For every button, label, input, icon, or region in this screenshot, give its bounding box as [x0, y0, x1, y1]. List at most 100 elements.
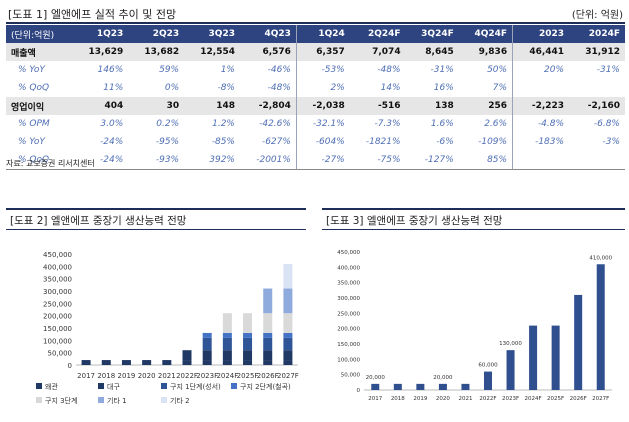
table-cell: -4.8% [512, 115, 570, 133]
table-row-ratio: % OPM 3.0% 0.2% 1.2% -42.6% -32.1% -7.3% 1.6% 2.… [6, 115, 625, 133]
bar-segment [243, 332, 253, 338]
y-tick-label: 0 [357, 388, 361, 394]
table-cell: -48% [267, 83, 291, 93]
bar-segment [263, 350, 273, 361]
bar-segment [283, 332, 293, 338]
y-tick-label: 450,000 [337, 250, 360, 256]
table-cell: -6.8% [593, 119, 620, 129]
header-cell: 4Q24F [458, 25, 513, 43]
legend-label: 대구 [107, 383, 120, 391]
table-cell: -24% [100, 137, 124, 147]
x-tick-label: 2022F [479, 396, 496, 402]
x-tick-label: 2018 [97, 372, 115, 380]
y-tick-label: 300,000 [337, 296, 360, 302]
y-tick-label: 150,000 [43, 325, 72, 333]
bar-segment [243, 350, 253, 361]
y-tick-label: 200,000 [43, 313, 72, 321]
table-cell: 404 [72, 97, 129, 115]
bar [416, 383, 425, 390]
bar [461, 383, 470, 390]
row-label: % YoY [18, 137, 45, 147]
x-tick-label: 2022F [176, 372, 198, 380]
chart3-bar: 0 50,000 100,000 150,000 200,000 250,000 300,0… [337, 250, 612, 402]
chart3-title: [도표 3] 엘앤에프 중장기 생산능력 전망 [326, 215, 503, 227]
bar-segment [202, 332, 212, 338]
table-cell: 31,912 [569, 43, 625, 61]
legend-label: 왜관 [45, 382, 58, 391]
header-cell: 3Q24F [405, 25, 459, 43]
chart2-stacked-bar: 0 50,000 100,000 150,000 200,000 250,000 300,0… [36, 251, 299, 405]
bar-segment [182, 350, 192, 361]
bar-segment [263, 288, 273, 314]
table-header-row: (단위:억원) 1Q23 2Q23 3Q23 4Q23 1Q24 2Q24F 3… [6, 25, 625, 43]
y-tick-label: 250,000 [337, 311, 360, 317]
bar-segment [283, 360, 293, 365]
table-cell: -32.1% [295, 115, 350, 133]
bar [596, 264, 605, 390]
table-cell: 1% [220, 65, 235, 75]
data-label: 60,000 [478, 363, 498, 369]
x-tick-label: 2017 [368, 396, 382, 402]
y-tick-label: 300,000 [43, 288, 72, 296]
table-cell: 148 [184, 97, 240, 115]
legend-label: 기타 1 [107, 396, 127, 405]
header-cell: 1Q23 [72, 25, 129, 43]
y-tick-label: 50,000 [341, 373, 361, 379]
table-cell: 1.6% [430, 119, 454, 129]
header-cell: 3Q23 [184, 25, 240, 43]
table-cell: -1821% [365, 137, 401, 147]
x-tick-label: 2025F [547, 396, 564, 402]
y-tick-label: 0 [68, 362, 72, 370]
bar-segment [222, 360, 232, 365]
table-cell: 392% [184, 151, 240, 170]
table-cell: 11% [103, 83, 124, 93]
bar-segment [263, 332, 273, 338]
bar [438, 383, 447, 390]
table-cell [569, 151, 625, 170]
table-cell: 2% [295, 79, 350, 97]
bar [393, 383, 402, 390]
bar-segment [283, 337, 293, 351]
table-cell: -46% [267, 65, 291, 75]
legend-label: 구지 2단계(철곡) [240, 382, 291, 391]
bar-segment [243, 313, 253, 333]
bar [574, 294, 583, 390]
x-tick-label: 2024F [216, 372, 238, 380]
row-label: 매출액 [6, 43, 73, 61]
x-tick-label: 2024F [525, 396, 542, 402]
table-cell: -627% [261, 137, 291, 147]
row-label: % YoY [18, 65, 45, 75]
y-tick-label: 400,000 [337, 265, 360, 271]
source-note: 자료: 교보증권 리서치센터 [6, 159, 95, 168]
x-tick-label: 2019 [413, 396, 427, 402]
table-row-ratio: % QoQ -24% -93% 392% -2001% -27% -75% -127% 85% [6, 151, 625, 170]
table-cell: -6% [436, 137, 454, 147]
table-cell: 0% [164, 83, 180, 93]
table-cell: -48% [377, 65, 401, 75]
table-cell: 256 [458, 97, 513, 115]
table-cell: -93% [128, 151, 185, 170]
legend-swatch [161, 383, 167, 389]
table-cell: 138 [405, 97, 459, 115]
bar-segment [243, 337, 253, 351]
table-cell [512, 79, 570, 97]
bar-segment [182, 360, 192, 365]
bar-segment [202, 350, 212, 361]
table-cell: 2.6% [484, 119, 508, 129]
data-label: 410,000 [589, 255, 612, 261]
legend-swatch [36, 397, 42, 403]
table-cell: -2,160 [569, 97, 625, 115]
chart3-title-rule [322, 229, 625, 230]
legend-label: 기타 2 [170, 396, 190, 405]
bar-segment [222, 313, 232, 333]
chart2-title-rule [6, 229, 306, 230]
table-cell: -95% [155, 137, 180, 147]
bar-segment [222, 332, 232, 338]
bar-segment [243, 360, 253, 365]
bar [484, 371, 492, 390]
table-cell: 6,357 [295, 43, 350, 61]
x-tick-label: 2023F [502, 396, 519, 402]
table-cell: -31% [596, 65, 620, 75]
table-row-ratio: % YoY -24% -95% -85% -627% -604% -1821% -6% -109… [6, 133, 625, 151]
table-cell: 46,441 [512, 43, 570, 61]
